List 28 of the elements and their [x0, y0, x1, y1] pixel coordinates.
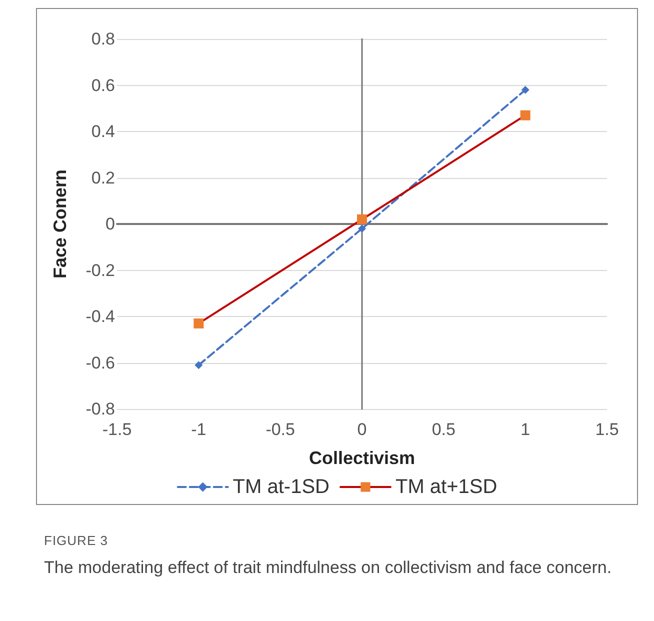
y-tick-label: -0.2: [86, 260, 115, 280]
text: The moderating effect of trait mindfulness on collectivism and face concern.: [44, 557, 613, 579]
y-tick-label: 0.6: [91, 76, 115, 95]
y-axis-title: Face Conern: [50, 169, 70, 279]
point: [521, 86, 530, 94]
point: [358, 224, 366, 233]
legend-label: TM at-1SD: [232, 476, 330, 498]
x-tick-label: -0.5: [266, 420, 295, 439]
point: [520, 110, 530, 120]
y-tick-label: -0.6: [86, 353, 115, 372]
y-tick-label: 0.2: [91, 168, 115, 188]
text: FIGURE 3: [44, 533, 109, 548]
y-tick-label: -0.4: [86, 307, 115, 326]
y-tick-label: 0: [106, 214, 115, 234]
x-tick-label: 1: [520, 420, 530, 439]
y-tick-label: 0.4: [91, 122, 115, 141]
point: [194, 318, 204, 328]
x-tick-label: 0.5: [432, 420, 456, 439]
x-axis-title: Collectivism: [308, 448, 416, 468]
legend-label: TM at+1SD: [395, 476, 498, 498]
x-tick-label: -1.5: [102, 420, 132, 439]
y-tick-label: -0.8: [86, 400, 115, 418]
point: [194, 361, 203, 370]
point: [357, 214, 367, 224]
x-tick-label: -1: [191, 420, 206, 439]
x-tick-label: 1.5: [595, 420, 619, 439]
y-tick-label: 0.8: [91, 30, 115, 48]
x-tick-label: 0: [357, 420, 367, 439]
